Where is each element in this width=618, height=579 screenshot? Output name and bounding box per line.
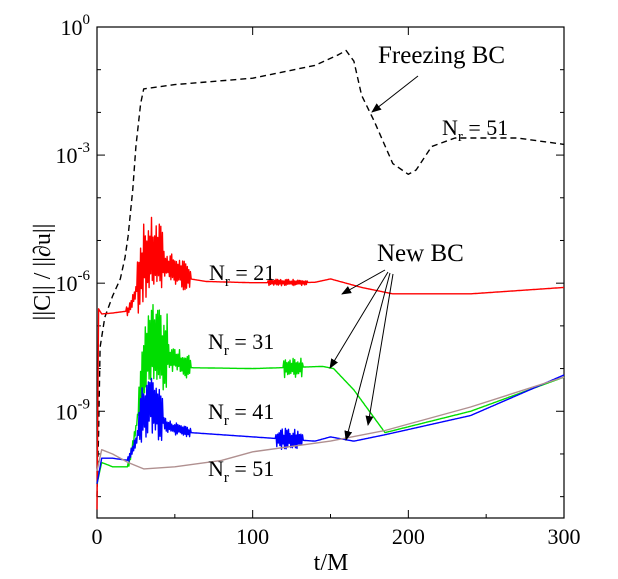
label-nr-21: Nr = 21: [209, 260, 275, 290]
y-tick-exponent: -9: [78, 396, 91, 412]
x-axis-label: t/M: [314, 550, 349, 576]
y-tick-label: 10-6: [56, 268, 91, 296]
nr-subscript: r: [225, 274, 230, 290]
plot-area: [96, 26, 565, 519]
series-line: [96, 49, 565, 497]
nr-subscript: r: [458, 129, 463, 145]
y-tick-label: 10-9: [56, 396, 91, 424]
label-nr-31: Nr = 31: [208, 329, 274, 359]
annotation-freezing-bc: Freezing BC: [378, 42, 505, 69]
arrow-freezing: [371, 75, 419, 113]
nr-subscript: r: [224, 343, 229, 359]
x-ticks: 0 100 200 300: [92, 27, 581, 549]
y-tick-exponent: -6: [78, 268, 91, 284]
x-tick-label: 300: [548, 524, 581, 549]
y-tick-label: 10-3: [56, 140, 91, 168]
annotation-arrows: [329, 75, 419, 441]
arrow-new-nr31: [329, 271, 389, 369]
nr-letter: N: [442, 115, 458, 140]
y-tick-base: 10: [56, 399, 78, 424]
y-tick-base: 10: [61, 15, 83, 40]
y-tick-exponent: -3: [78, 140, 91, 156]
x-tick-label: 100: [236, 524, 269, 549]
x-tick-label: 0: [92, 524, 103, 549]
x-tick-label: 200: [392, 524, 425, 549]
nr-subscript: r: [224, 413, 229, 429]
nr-value: = 31: [229, 329, 274, 354]
arrow-new-nr51: [365, 273, 394, 426]
arrow-new-nr41: [344, 272, 391, 441]
nr-letter: N: [208, 456, 224, 481]
arrow-new-nr21: [341, 269, 386, 295]
nr-value: = 41: [229, 399, 274, 424]
annotation-new-bc: New BC: [377, 240, 464, 267]
label-nr-51-freezing: Nr = 51: [442, 115, 508, 145]
y-tick-label: 100: [61, 12, 91, 40]
y-tick-base: 10: [56, 143, 78, 168]
series-line: [96, 374, 565, 484]
nr-subscript: r: [224, 470, 229, 486]
nr-value: = 51: [229, 456, 274, 481]
series-line: [96, 304, 565, 484]
nr-value: = 51: [463, 115, 508, 140]
label-nr-51: Nr = 51: [208, 456, 274, 486]
nr-letter: N: [209, 260, 225, 285]
nr-letter: N: [208, 329, 224, 354]
label-nr-41: Nr = 41: [208, 399, 274, 429]
series-line: [96, 376, 565, 472]
nr-value: = 21: [230, 260, 275, 285]
series-line: [96, 216, 565, 510]
nr-letter: N: [208, 399, 224, 424]
y-tick-exponent: 0: [83, 12, 91, 28]
y-tick-base: 10: [56, 271, 78, 296]
y-axis-label: ||C|| / ||∂u||: [30, 224, 56, 321]
